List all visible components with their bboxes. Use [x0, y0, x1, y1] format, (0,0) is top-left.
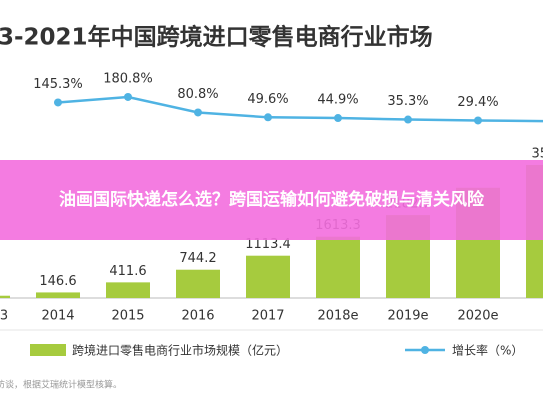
- x-tick-label: 2020e: [457, 309, 498, 324]
- x-tick-label: 2015: [111, 309, 144, 324]
- value-label: 29.4%: [457, 95, 498, 110]
- line-marker: [264, 113, 272, 122]
- value-label: 3500: [531, 147, 543, 162]
- x-tick-label: 2016: [181, 309, 214, 324]
- value-label: 1113.4: [245, 237, 291, 252]
- legend-swatch-bar: [30, 344, 66, 356]
- line-marker: [334, 114, 342, 123]
- x-tick-label: 3: [0, 309, 8, 324]
- value-label: 44.9%: [317, 93, 358, 108]
- line-marker: [474, 116, 482, 125]
- value-label: 145.3%: [33, 77, 83, 92]
- x-tick-label: 2019e: [387, 309, 428, 324]
- value-label: 49.6%: [247, 92, 288, 107]
- x-tick-label: 2017: [251, 309, 284, 324]
- value-label: 146.6: [39, 274, 76, 289]
- value-label: 80.8%: [177, 87, 218, 102]
- value-label: 744.2: [179, 251, 216, 266]
- value-label: 411.6: [109, 264, 146, 279]
- bar: [316, 236, 360, 298]
- bar: [106, 282, 150, 298]
- value-label: 180.8%: [103, 71, 153, 86]
- x-tick-label: 2014: [41, 309, 74, 324]
- banner-text: 油画国际快递怎么选？跨国运输如何避免破损与清关风险: [59, 189, 484, 210]
- legend-label: 跨境进口零售电商行业市场规模（亿元）: [72, 343, 288, 358]
- x-tick-label: 2018e: [317, 309, 358, 324]
- legend-marker: [421, 346, 429, 354]
- line-marker: [194, 108, 202, 117]
- legend-label: 增长率（%）: [452, 343, 523, 358]
- bar: [0, 295, 10, 298]
- value-label: 35.3%: [387, 94, 428, 109]
- bar: [176, 269, 220, 298]
- line: [57, 95, 543, 123]
- bar: [246, 255, 290, 298]
- chart-title: 3-2021年中国跨境进口零售电商行业市场: [0, 24, 433, 51]
- line-marker: [124, 92, 132, 101]
- banner: 油画国际快递怎么选？跨国运输如何避免破损与清关风险: [0, 160, 543, 240]
- line-marker: [54, 98, 62, 107]
- line-marker: [404, 115, 412, 124]
- source-note: 访谈，根据艾瑞统计模型核算。: [0, 379, 122, 391]
- bar: [36, 292, 80, 298]
